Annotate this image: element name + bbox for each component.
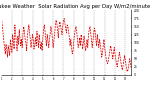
Title: Milwaukee Weather  Solar Radiation Avg per Day W/m2/minute: Milwaukee Weather Solar Radiation Avg pe… [0, 4, 150, 9]
